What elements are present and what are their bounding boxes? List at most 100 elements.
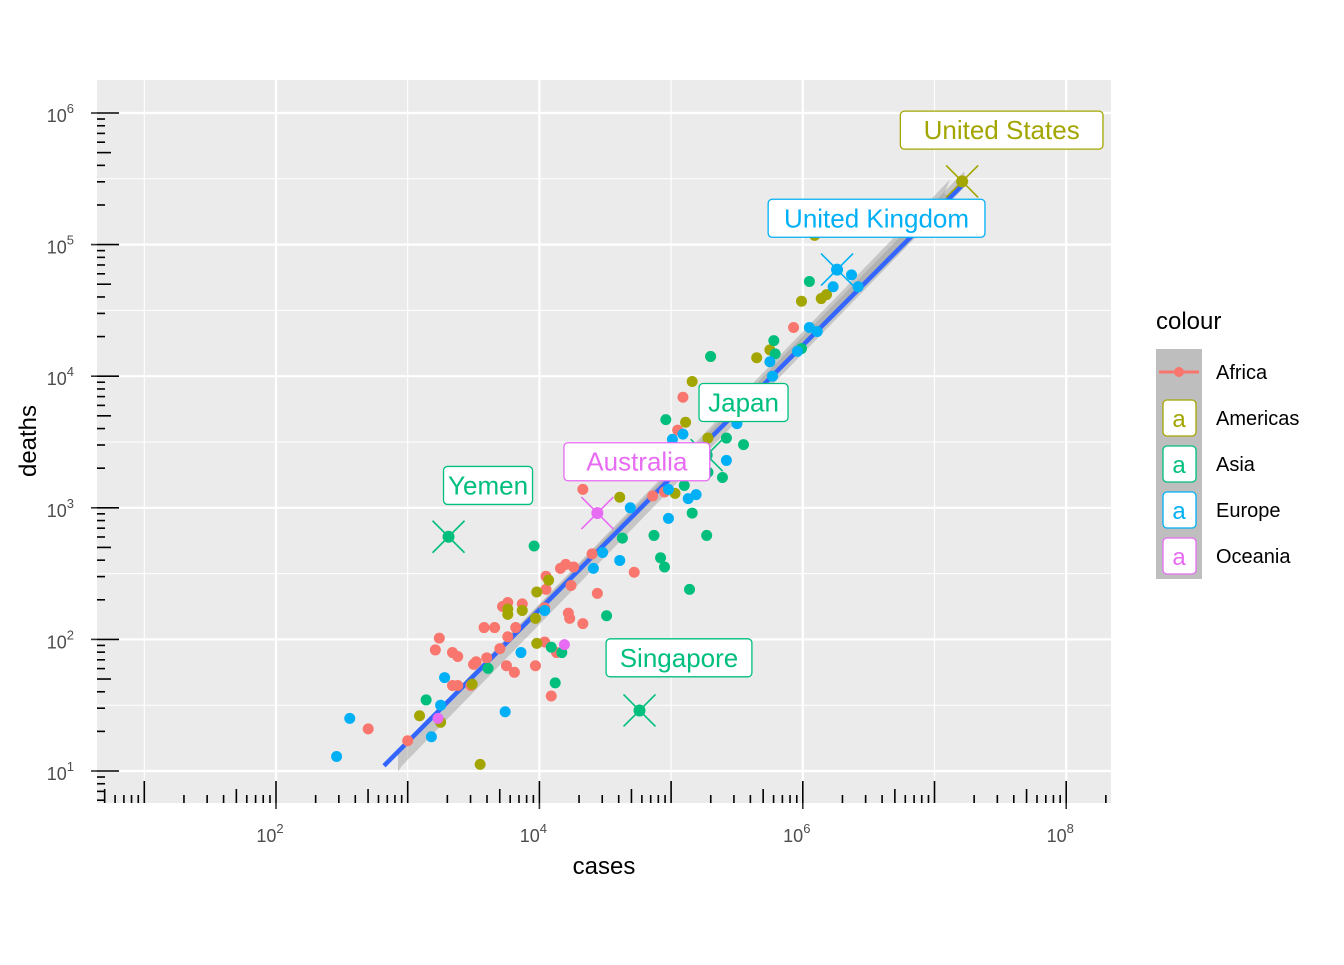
data-point-africa (452, 651, 464, 663)
data-point-asia (684, 583, 696, 595)
label-box (899, 110, 1104, 150)
data-point-asia (601, 610, 613, 622)
label-box (605, 638, 753, 678)
data-point-europe (827, 281, 839, 293)
data-point-africa (647, 490, 659, 502)
y-tick-label: 105 (47, 233, 74, 258)
data-point-africa (429, 644, 441, 656)
data-point-europe (767, 370, 779, 382)
label-box (698, 382, 789, 423)
data-point-americas (529, 612, 541, 624)
data-points (331, 175, 968, 770)
data-point-americas (474, 758, 486, 770)
legend-key-letter: a (1172, 406, 1186, 433)
data-point-europe (435, 699, 447, 711)
data-point-europe (344, 712, 356, 724)
data-point-africa (568, 561, 580, 573)
country-label: United States (924, 115, 1080, 145)
data-point-americas (686, 375, 698, 387)
data-point-africa (502, 631, 514, 643)
y-tick-exponent: 6 (67, 101, 74, 116)
data-point-asia (720, 432, 732, 444)
legend-label-icon (1162, 445, 1197, 483)
data-point-africa (628, 566, 640, 578)
data-point-americas (531, 637, 543, 649)
data-point-africa (577, 483, 589, 495)
data-point-europe (811, 325, 823, 337)
data-point-asia (660, 414, 672, 426)
y-tick-exponent: 5 (67, 233, 74, 248)
data-point-americas (414, 710, 426, 722)
legend-key-letter: a (1172, 544, 1186, 571)
x-tick-label: 102 (256, 821, 283, 846)
data-point-africa (510, 622, 522, 634)
data-point-asia (482, 662, 494, 674)
grid-lines (97, 80, 1111, 803)
data-point-africa (677, 391, 689, 403)
data-point-asia (659, 561, 671, 573)
y-tick-base: 10 (47, 764, 67, 784)
data-point-asia (545, 641, 557, 653)
x-tick-base: 10 (256, 826, 276, 846)
data-point-europe (662, 512, 674, 524)
y-tick-base: 10 (47, 501, 67, 521)
data-point-americas (614, 491, 626, 503)
data-point-africa (470, 656, 482, 668)
highlight-point (831, 263, 844, 276)
data-point-europe (499, 706, 511, 718)
data-point-africa (500, 660, 512, 672)
legend-label-asia: Asia (1216, 454, 1256, 476)
data-point-asia (616, 532, 628, 544)
data-point-asia (716, 472, 728, 484)
log-ticks (91, 112, 1107, 809)
data-point-asia (549, 677, 561, 689)
data-point-africa (402, 735, 414, 747)
highlight-point (956, 175, 969, 188)
data-point-europe (425, 731, 437, 743)
data-point-europe (792, 345, 804, 357)
data-point-europe (515, 647, 527, 659)
y-tick-label: 102 (47, 627, 74, 652)
data-point-americas (543, 574, 555, 586)
data-point-africa (478, 622, 490, 634)
data-point-africa (545, 690, 557, 702)
data-point-americas (702, 432, 714, 444)
country-label: Yemen (448, 470, 528, 500)
legend-point-icon (1174, 367, 1184, 377)
y-tick-label: 106 (47, 101, 74, 126)
country-label: Singapore (620, 643, 739, 673)
data-point-asia (705, 350, 717, 362)
legend-label-europe: Europe (1216, 500, 1281, 522)
legend-label-oceania: Oceania (1216, 546, 1291, 568)
data-point-americas (466, 678, 478, 690)
data-point-europe (682, 493, 694, 505)
x-tick-exponent: 2 (276, 821, 283, 836)
data-point-asia (803, 275, 815, 287)
data-point-europe (624, 502, 636, 514)
y-tick-exponent: 2 (67, 627, 74, 642)
x-tick-base: 10 (1047, 826, 1067, 846)
y-tick-exponent: 1 (67, 759, 74, 774)
data-point-asia (420, 694, 432, 706)
country-label: United Kingdom (784, 203, 969, 233)
data-point-americas (821, 289, 833, 301)
y-tick-label: 103 (47, 496, 74, 521)
data-point-africa (362, 723, 374, 735)
y-tick-label: 101 (47, 759, 74, 784)
data-point-europe (662, 483, 674, 495)
data-point-africa (481, 652, 493, 664)
label-box (767, 198, 986, 238)
x-axis-title: cases (573, 853, 636, 880)
data-point-asia (768, 335, 780, 347)
data-point-europe (720, 454, 732, 466)
legend-key-letter: a (1172, 452, 1186, 479)
y-axis-title: deaths (15, 405, 42, 477)
data-point-africa (452, 679, 464, 691)
data-point-africa (591, 587, 603, 599)
data-point-oceania (558, 639, 570, 651)
data-point-asia (655, 552, 667, 564)
data-point-americas (502, 603, 514, 615)
legend-label-icon (1162, 491, 1197, 529)
legend-title: colour (1156, 308, 1221, 335)
